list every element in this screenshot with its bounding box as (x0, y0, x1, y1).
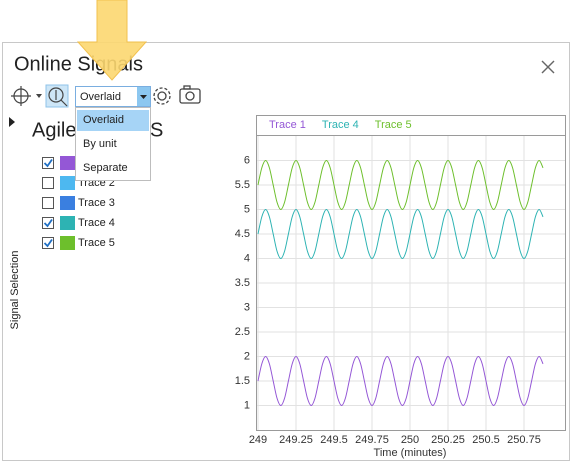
x-axis-label: Time (minutes) (374, 447, 447, 459)
signal-swatch (60, 156, 75, 170)
checkbox[interactable] (42, 197, 54, 209)
view-mode-options: Overlaid By unit Separate (77, 110, 149, 174)
x-tick-label: 249.25 (279, 434, 313, 446)
select-arrow (140, 95, 147, 99)
checkbox[interactable] (42, 157, 54, 169)
y-tick-label: 2.5 (235, 326, 250, 338)
legend-entry: Trace 5 (375, 119, 412, 131)
y-tick-label: 1.5 (235, 375, 250, 387)
y-tick-label: 5.5 (235, 179, 250, 191)
signal-swatch (60, 176, 75, 190)
view-mode-select[interactable] (75, 86, 151, 107)
y-tick-label: 4.5 (235, 228, 250, 240)
checkbox[interactable] (42, 177, 54, 189)
check-mark (43, 218, 53, 228)
chart: 1 1.5 2 2.5 3 3.5 4 4.5 5 5.5 6 249 249.25 249.5 249.7… (235, 115, 566, 459)
y-tick-label: 4 (244, 252, 250, 264)
y-tick-label: 1 (244, 399, 250, 411)
series-line (257, 355, 544, 407)
x-tick-label: 250.5 (472, 434, 500, 446)
close-button[interactable] (541, 60, 555, 74)
view-mode-option[interactable]: Separate (83, 162, 128, 174)
panel-title: Agile (32, 119, 76, 141)
y-tick-label: 5 (244, 203, 250, 215)
checkbox[interactable] (42, 217, 54, 229)
signal-name: Trace 4 (78, 217, 115, 229)
y-tick-label: 6 (244, 154, 250, 166)
x-tick-label: 249.5 (320, 434, 348, 446)
signal-swatch (60, 216, 75, 230)
view-mode-value: Overlaid (80, 91, 121, 103)
x-tick-label: 250.75 (507, 434, 541, 446)
x-tick-label: 250 (401, 434, 419, 446)
zoom-icon (48, 87, 68, 107)
snapshot-icon[interactable] (179, 85, 201, 104)
pan-menu-arrow[interactable] (36, 94, 42, 98)
settings-icon[interactable] (153, 87, 171, 105)
view-mode-option[interactable]: By unit (83, 138, 117, 150)
x-tick-label: 249.75 (355, 434, 389, 446)
highlight-arrow (76, 0, 148, 81)
signal-swatch (60, 236, 75, 250)
plot-area (256, 115, 566, 431)
legend-entry: Trace 1 (269, 119, 306, 131)
y-tick-label: 3.5 (235, 277, 250, 289)
signal-swatch (60, 196, 75, 210)
series-line (257, 208, 544, 260)
signal-name: Trace 3 (78, 197, 115, 209)
x-tick-label: 249 (249, 434, 267, 446)
option-highlight (77, 110, 149, 131)
series-line (257, 159, 544, 211)
check-mark (43, 158, 53, 168)
signal-name: Trace 5 (78, 237, 115, 249)
collapse-arrow[interactable] (9, 117, 15, 127)
view-mode-option[interactable]: Overlaid (83, 114, 124, 126)
x-tick-label: 250.25 (431, 434, 465, 446)
y-tick-label: 3 (244, 301, 250, 313)
check-mark (43, 238, 53, 248)
side-label: Signal Selection (9, 251, 21, 330)
pan-zoom-icon[interactable] (11, 86, 31, 106)
panel-title-tail: S (150, 119, 163, 141)
checkbox[interactable] (42, 237, 54, 249)
legend-entry: Trace 4 (322, 119, 359, 131)
y-tick-label: 2 (244, 350, 250, 362)
